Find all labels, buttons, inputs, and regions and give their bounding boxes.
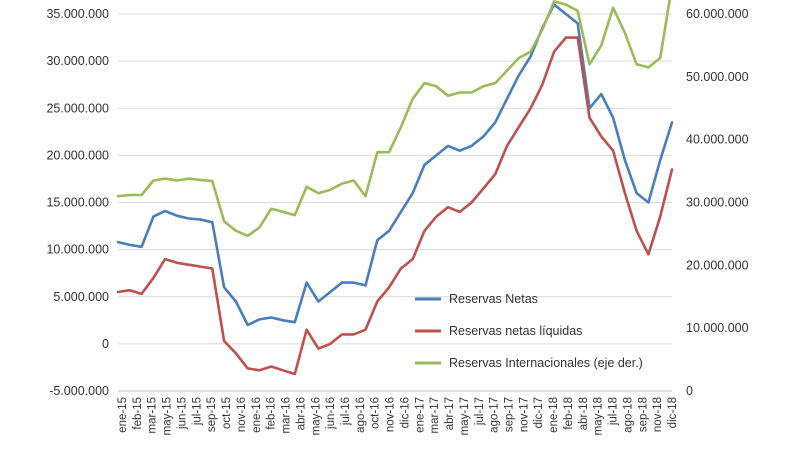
x-tick-label: mar-17 (429, 397, 441, 433)
x-tick-label: may-17 (459, 397, 471, 435)
gridlines (118, 13, 672, 392)
x-tick-label: abr-17 (444, 397, 456, 430)
right-y-tick-label: 60.000.000 (686, 7, 749, 21)
right-y-tick-label: 40.000.000 (686, 133, 749, 147)
x-tick-label: jun-16 (325, 397, 337, 430)
x-tick-label: oct-16 (370, 397, 382, 429)
x-tick-label: dic-17 (533, 397, 545, 428)
x-tick-label: abr-18 (578, 397, 590, 430)
legend: Reservas Netas Reservas netas líquidas Res… (415, 292, 643, 370)
x-tick-label: jul-15 (191, 397, 203, 426)
x-tick-label: ago-16 (355, 397, 367, 433)
x-tick-label: nov-16 (236, 397, 248, 432)
x-tick-label: sep-17 (504, 397, 516, 432)
series-line-1 (116, 3, 674, 327)
x-tick-label: jul-17 (474, 397, 486, 426)
x-tick-label: ene-18 (548, 397, 560, 433)
x-tick-label: feb-18 (563, 397, 575, 430)
x-tick-label: dic-16 (399, 397, 411, 428)
x-tick-label: nov-18 (652, 397, 664, 432)
x-tick-label: mar-16 (281, 397, 293, 433)
x-tick-label: may-18 (593, 397, 605, 435)
x-tick-label: may-16 (310, 397, 322, 435)
x-tick-label: may-15 (162, 397, 174, 435)
right-y-tick-label: 10.000.000 (686, 321, 749, 335)
left-y-tick-label: 30.000.000 (46, 54, 109, 68)
x-tick-label: mar-15 (147, 397, 159, 433)
x-tick-label: ene-15 (117, 397, 129, 433)
x-axis: ene-15 feb-15 mar-15 may-15 jun-15 jul-15 sep-… (117, 390, 679, 435)
x-tick-label: jun-15 (176, 397, 188, 430)
x-tick-label: jul-18 (608, 397, 620, 426)
legend-entry: Reservas Internacionales (eje der.) (449, 356, 643, 370)
left-y-axis: -5.000.000 0 5.000.000 10.000.000 15.000.000… (46, 7, 109, 398)
x-tick-label: jul-16 (340, 397, 352, 426)
right-y-tick-label: 30.000.000 (686, 196, 749, 210)
left-y-tick-label: -5.000.000 (49, 384, 109, 398)
legend-entry: Reservas Netas (449, 292, 538, 306)
x-tick-label: sep-15 (206, 397, 218, 432)
x-tick-label: nov-16 (385, 397, 397, 432)
right-y-tick-label: 20.000.000 (686, 258, 749, 272)
x-tick-label: ene-16 (251, 397, 263, 433)
series-line-3 (116, 0, 671, 238)
left-y-tick-label: 0 (102, 337, 109, 351)
left-y-tick-label: 15.000.000 (46, 196, 109, 210)
x-tick-label: nov-17 (518, 397, 530, 432)
left-y-tick-label: 20.000.000 (46, 148, 109, 162)
left-y-tick-label: 10.000.000 (46, 243, 109, 257)
x-tick-label: dic-18 (667, 397, 679, 428)
left-y-tick-label: 5.000.000 (53, 290, 109, 304)
legend-entry: Reservas netas líquidas (449, 324, 582, 338)
x-tick-label: ene-17 (414, 397, 426, 433)
x-tick-label: ago-18 (622, 397, 634, 433)
x-tick-label: feb-16 (266, 397, 278, 430)
x-tick-label: oct-15 (221, 397, 233, 429)
x-tick-label: feb-15 (132, 397, 144, 430)
right-y-tick-label: 50.000.000 (686, 70, 749, 84)
series-line-2 (116, 36, 674, 376)
x-tick-label: ago-17 (489, 397, 501, 433)
series-lines (116, 0, 674, 376)
left-y-tick-label: 35.000.000 (46, 7, 109, 21)
right-y-tick-label: 0 (686, 384, 693, 398)
x-tick-label: abr-16 (295, 397, 307, 430)
right-y-axis: 0 10.000.000 20.000.000 30.000.000 40.000.00… (686, 7, 749, 398)
x-tick-label: sep-18 (637, 397, 649, 432)
left-y-tick-label: 25.000.000 (46, 101, 109, 115)
